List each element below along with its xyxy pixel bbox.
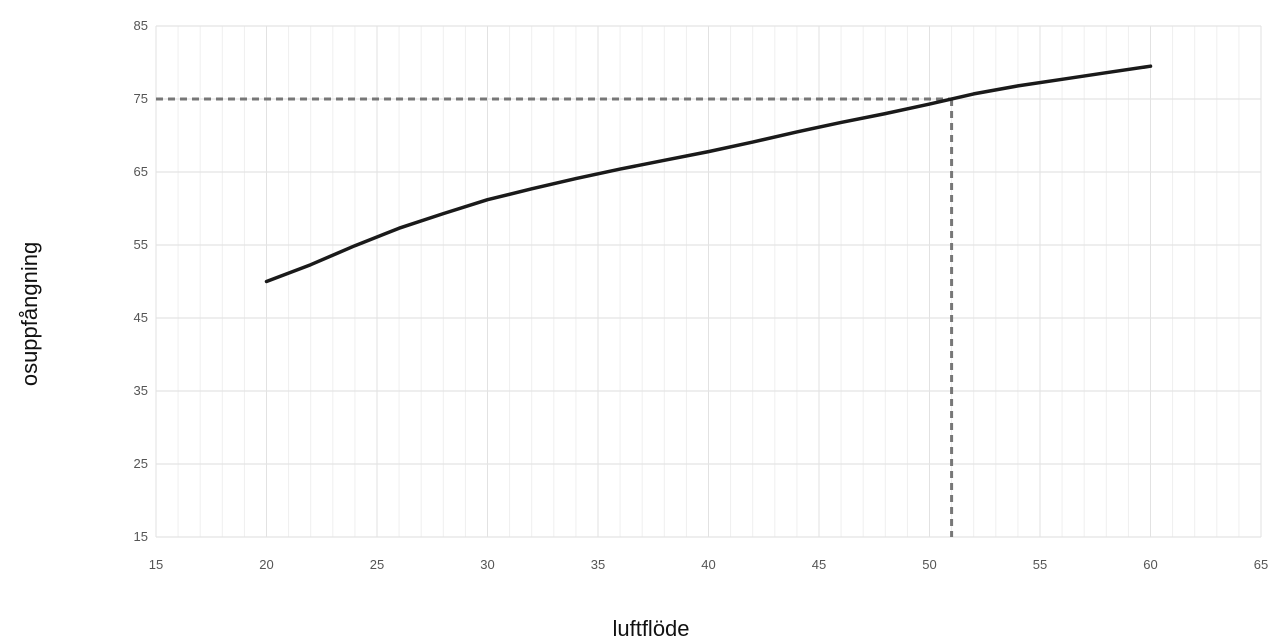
reference-lines xyxy=(156,97,954,537)
x-tick-label: 15 xyxy=(149,557,163,572)
y-tick-label: 25 xyxy=(134,456,148,471)
x-tick-label: 55 xyxy=(1033,557,1047,572)
y-tick-label: 35 xyxy=(134,383,148,398)
x-tick-label: 45 xyxy=(812,557,826,572)
x-axis-ticks: 15 20 25 30 35 40 45 50 55 60 65 xyxy=(149,557,1268,572)
y-axis-ticks: 15 25 35 45 55 65 75 85 xyxy=(134,18,148,544)
y-tick-label: 75 xyxy=(134,91,148,106)
x-tick-label: 50 xyxy=(922,557,936,572)
grid xyxy=(155,25,1262,538)
y-tick-label: 45 xyxy=(134,310,148,325)
y-axis-title: osuppfångning xyxy=(17,242,42,386)
y-tick-label: 65 xyxy=(134,164,148,179)
y-tick-label: 85 xyxy=(134,18,148,33)
series-layer xyxy=(264,64,1153,284)
x-tick-label: 40 xyxy=(701,557,715,572)
x-tick-label: 20 xyxy=(259,557,273,572)
y-tick-label: 15 xyxy=(134,529,148,544)
x-tick-label: 35 xyxy=(591,557,605,572)
x-axis-title: luftflöde xyxy=(612,616,689,639)
x-tick-label: 65 xyxy=(1254,557,1268,572)
x-tick-label: 30 xyxy=(480,557,494,572)
x-tick-label: 60 xyxy=(1143,557,1157,572)
series-line xyxy=(264,64,1153,284)
x-tick-label: 25 xyxy=(370,557,384,572)
y-tick-label: 55 xyxy=(134,237,148,252)
